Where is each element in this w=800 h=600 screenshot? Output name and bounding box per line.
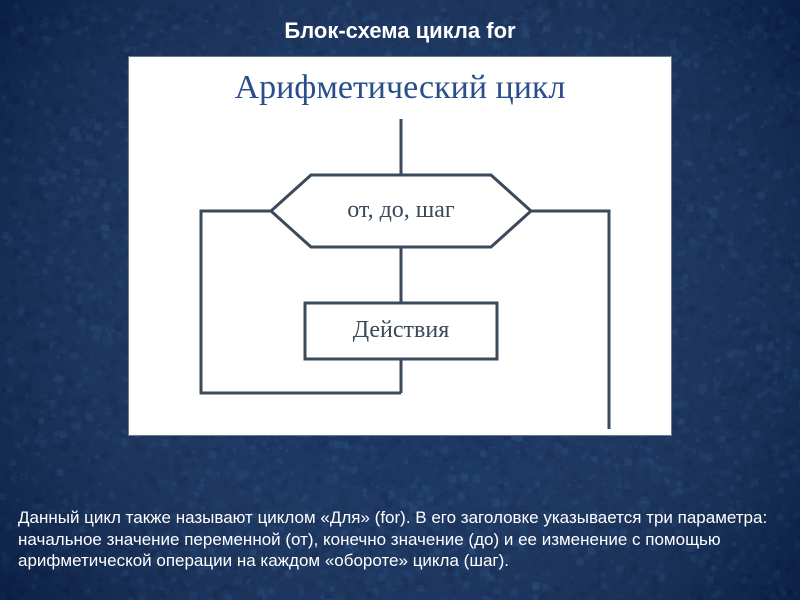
diagram-card: Арифметический цикл от, до, шаг Действия bbox=[128, 56, 672, 436]
description-text: Данный цикл также называют циклом «Для» … bbox=[18, 507, 782, 572]
page-title: Блок-схема цикла for bbox=[284, 18, 515, 44]
slide-content: Блок-схема цикла for Арифметический цикл… bbox=[0, 0, 800, 600]
loop-header-label: от, до, шаг bbox=[271, 197, 531, 224]
loop-body-label: Действия bbox=[305, 317, 497, 344]
flowchart-svg bbox=[129, 57, 672, 436]
